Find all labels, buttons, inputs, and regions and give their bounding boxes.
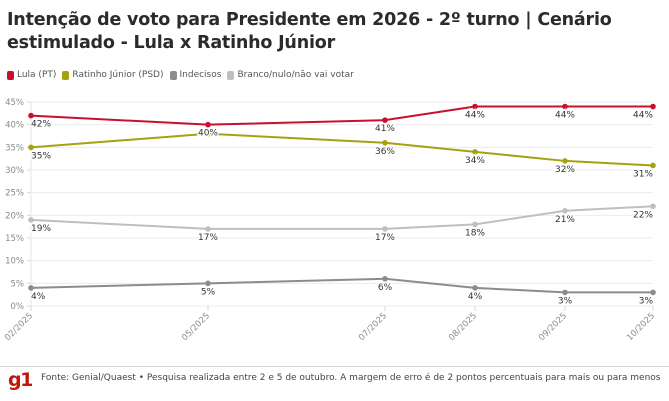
data-point xyxy=(205,280,211,287)
chart-title: Intenção de voto para Presidente em 2026… xyxy=(7,10,612,53)
legend-swatch-lula xyxy=(7,70,14,80)
data-point xyxy=(562,158,568,164)
footer-divider xyxy=(0,366,669,367)
data-label: 17% xyxy=(198,233,218,243)
data-point xyxy=(382,226,388,232)
legend-item-ratinho[interactable]: Ratinho Júnior (PSD) xyxy=(62,70,164,80)
data-point xyxy=(28,217,34,223)
data-label: 6% xyxy=(378,283,393,293)
legend-swatch-ratinho xyxy=(62,70,70,80)
series-line-2 xyxy=(30,277,653,294)
legend-label-lula: Lula (PT) xyxy=(17,70,57,80)
source-note: Fonte: Genial/Quaest • Pesquisa realizad… xyxy=(41,373,661,383)
data-label: 4% xyxy=(31,292,46,302)
data-point xyxy=(650,162,656,169)
y-tick-label: 20% xyxy=(5,211,24,221)
data-label: 36% xyxy=(375,147,395,157)
g1-logo: g1 xyxy=(8,369,33,391)
data-label: 22% xyxy=(633,210,653,220)
data-point xyxy=(562,289,568,296)
legend-item-lula[interactable]: Lula (PT) xyxy=(7,70,56,80)
data-point xyxy=(650,203,656,210)
data-label: 19% xyxy=(31,224,51,234)
data-label: 5% xyxy=(201,287,216,297)
legend-label-indecisos: Indecisos xyxy=(179,70,222,80)
data-point xyxy=(472,149,478,155)
y-tick-label: 40% xyxy=(5,121,24,131)
data-point xyxy=(28,144,34,151)
legend-swatch-indecisos xyxy=(169,70,177,80)
x-tick-label: 02/2025 xyxy=(3,311,35,343)
line-chart: 0% 5% 10% 15% 20% 25% 30% 35% 40% 45% 02/2025 05/20… xyxy=(3,98,657,343)
y-tick-label: 5% xyxy=(11,279,25,289)
data-point xyxy=(28,285,34,291)
data-point xyxy=(562,103,568,110)
data-point xyxy=(472,285,478,291)
data-label: 4% xyxy=(468,292,483,302)
y-tick-label: 15% xyxy=(5,234,24,244)
data-label: 44% xyxy=(555,111,575,121)
data-point xyxy=(382,117,388,123)
data-label: 18% xyxy=(465,228,485,238)
y-tick-label: 0% xyxy=(11,302,25,312)
series-line-1 xyxy=(30,132,654,167)
data-label: 31% xyxy=(633,169,653,179)
data-label: 42% xyxy=(31,120,51,130)
data-point xyxy=(205,130,211,137)
data-point xyxy=(472,221,478,228)
data-label: 3% xyxy=(558,296,573,306)
series-line-3 xyxy=(30,205,654,230)
data-point xyxy=(650,103,656,110)
x-tick-label: 07/2025 xyxy=(357,311,389,343)
data-label: 34% xyxy=(465,156,485,166)
data-point xyxy=(382,276,388,282)
x-tick-label: 09/2025 xyxy=(537,311,569,343)
data-label: 21% xyxy=(555,215,575,225)
legend-label-branco-nulo: Branco/nulo/não vai votar xyxy=(237,70,354,80)
data-label: 41% xyxy=(375,124,395,134)
data-label: 40% xyxy=(198,129,218,139)
data-point xyxy=(382,140,388,146)
data-label: 3% xyxy=(639,296,654,306)
data-label: 44% xyxy=(633,111,653,121)
y-tick-label: 35% xyxy=(5,143,24,153)
data-label: 35% xyxy=(31,151,51,161)
x-tick-label: 05/2025 xyxy=(180,311,212,343)
x-tick-label: 08/2025 xyxy=(447,311,479,343)
series-line-0 xyxy=(30,105,653,126)
legend-item-indecisos[interactable]: Indecisos xyxy=(169,70,222,80)
legend: Lula (PT) Ratinho Júnior (PSD) Indecisos… xyxy=(7,70,354,80)
legend-label-ratinho: Ratinho Júnior (PSD) xyxy=(72,70,164,80)
data-point xyxy=(472,103,478,110)
y-tick-label: 25% xyxy=(5,189,24,199)
y-tick-label: 30% xyxy=(5,166,24,176)
data-point xyxy=(562,208,568,214)
data-point xyxy=(205,121,211,128)
data-label: 17% xyxy=(375,233,395,243)
data-label: 32% xyxy=(555,165,575,175)
legend-swatch-branco-nulo xyxy=(227,70,235,80)
data-label: 44% xyxy=(465,111,485,121)
data-point xyxy=(28,112,34,119)
x-tick-label: 10/2025 xyxy=(625,311,657,343)
data-point xyxy=(650,289,656,296)
data-point xyxy=(205,226,211,232)
y-tick-label: 45% xyxy=(5,98,24,108)
legend-item-branco-nulo[interactable]: Branco/nulo/não vai votar xyxy=(227,70,354,80)
y-tick-label: 10% xyxy=(5,257,24,267)
